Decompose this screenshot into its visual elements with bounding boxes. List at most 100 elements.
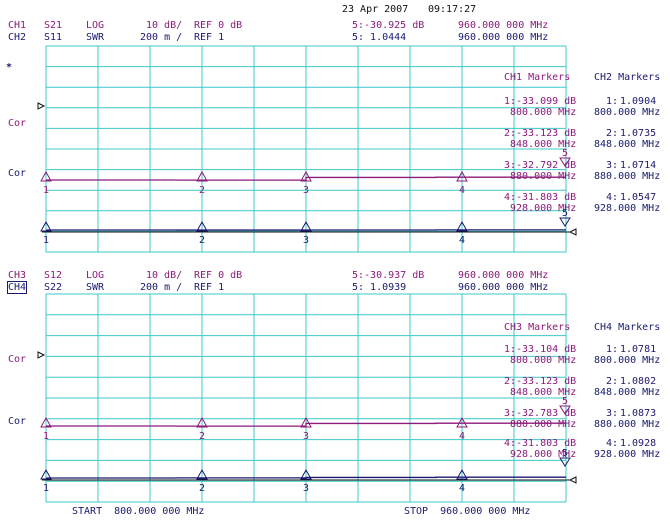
ch2-marker-3-freq: 880.000 MHz: [594, 171, 661, 182]
ch4-label-active[interactable]: CH4: [6, 281, 28, 294]
ch2-label[interactable]: CH2: [8, 32, 27, 43]
marker-triangle: [300, 468, 312, 480]
ch2-marker-4-value: 1.0547: [620, 192, 657, 203]
marker-triangle: [300, 170, 312, 182]
ch4-marker-4-freq: 928.000 MHz: [594, 449, 661, 460]
ch1-marker-3-label: 3:: [504, 160, 517, 171]
marker-triangle: [40, 468, 52, 480]
reference-level-marker-right: [568, 476, 577, 484]
ch3-marker-3-freq: 880.000 MHz: [510, 419, 577, 430]
marker-triangle: [300, 416, 312, 428]
ch1-marker-3-value: -32.792 dB: [516, 160, 577, 171]
trace-channel-a: [46, 422, 566, 427]
trace-channel-b: [46, 476, 566, 479]
ch2-ref: REF 1: [194, 32, 225, 43]
date-label: 23 Apr 2007: [342, 4, 409, 15]
ch1-marker-4-freq: 928.000 MHz: [510, 203, 577, 214]
ch1-marker-2-label: 2:: [504, 128, 517, 139]
marker-number: 3: [303, 235, 309, 246]
ch3-marker-1-freq: 800.000 MHz: [510, 355, 577, 366]
ch2-marker-4-label: 4:: [606, 192, 619, 203]
ch1-correction-label: Cor: [8, 118, 27, 129]
ch4-marker-readout: 5: 1.0939: [352, 282, 407, 293]
ch2-marker-freq: 960.000 000 MHz: [458, 32, 549, 43]
ch4-markers-title: CH4 Markers: [594, 322, 661, 333]
ch1-label[interactable]: CH1: [8, 20, 27, 31]
ch2-marker-2-freq: 848.000 MHz: [594, 139, 661, 150]
ch1-marker-2-freq: 848.000 MHz: [510, 139, 577, 150]
marker-triangle: [196, 468, 208, 480]
marker-number: 5: [562, 208, 568, 219]
ch3-label[interactable]: CH3: [8, 270, 27, 281]
ch4-marker-3-value: 1.0873: [620, 408, 657, 419]
time-label: 09:17:27: [428, 4, 477, 15]
ch2-marker-2-label: 2:: [606, 128, 619, 139]
ch1-markers-title: CH1 Markers: [504, 72, 571, 83]
ch3-ref: REF 0 dB: [194, 270, 243, 281]
ch4-ref: REF 1: [194, 282, 225, 293]
ch1-marker-2-value: -33.123 dB: [516, 128, 577, 139]
ch4-marker-freq: 960.000 000 MHz: [458, 282, 549, 293]
trace-channel-a: [46, 176, 566, 181]
ch3-marker-3-value: -32.783 dB: [516, 408, 577, 419]
marker-number: 1: [43, 431, 49, 442]
ch1-format: LOG: [86, 20, 105, 31]
marker-triangle: [300, 220, 312, 232]
ch3-param: S12: [44, 270, 63, 281]
marker-triangle: [456, 170, 468, 182]
ch2-marker-readout: 5: 1.0444: [352, 32, 407, 43]
marker-number: 5: [562, 448, 568, 459]
ch2-markers-title: CH2 Markers: [594, 72, 661, 83]
ch3-marker-1-label: 1:: [504, 344, 517, 355]
ch4-marker-4-value: 1.0928: [620, 438, 657, 449]
ch3-marker-3-label: 3:: [504, 408, 517, 419]
ch3-marker-2-label: 2:: [504, 376, 517, 387]
ch2-marker-4-freq: 928.000 MHz: [594, 203, 661, 214]
ch2-param: S11: [44, 32, 63, 43]
ch4-marker-2-freq: 848.000 MHz: [594, 387, 661, 398]
ch4-marker-2-label: 2:: [606, 376, 619, 387]
marker-triangle: [40, 416, 52, 428]
marker-number: 3: [303, 431, 309, 442]
marker-triangle: [196, 416, 208, 428]
ch1-param: S21: [44, 20, 63, 31]
marker-number: 2: [199, 431, 205, 442]
marker-5-triangle: [559, 405, 571, 415]
marker-triangle: [40, 170, 52, 182]
ch4-marker-1-label: 1:: [606, 344, 619, 355]
ch2-correction-label: Cor: [8, 168, 27, 179]
ch1-scale: 10 dB/: [146, 20, 183, 31]
ch3-format: LOG: [86, 270, 105, 281]
marker-5-triangle: [559, 157, 571, 167]
marker-triangle: [456, 468, 468, 480]
ch2-scale: 200 m /: [140, 32, 183, 43]
ch3-markers-title: CH3 Markers: [504, 322, 571, 333]
ch1-marker-1-label: 1:: [504, 96, 517, 107]
ch1-marker-4-label: 4:: [504, 192, 517, 203]
marker-triangle: [196, 170, 208, 182]
marker-number: 1: [43, 235, 49, 246]
ch3-marker-1-value: -33.104 dB: [516, 344, 577, 355]
ch2-marker-3-label: 3:: [606, 160, 619, 171]
active-channel-marker: *: [6, 62, 13, 73]
reference-level-marker: [37, 351, 46, 359]
ch1-marker-freq: 960.000 000 MHz: [458, 20, 549, 31]
ch1-marker-4-value: -31.803 dB: [516, 192, 577, 203]
marker-number: 2: [199, 483, 205, 494]
ch4-param: S22: [44, 282, 63, 293]
marker-number: 3: [303, 185, 309, 196]
ch3-scale: 10 dB/: [146, 270, 183, 281]
ch2-marker-1-freq: 800.000 MHz: [594, 107, 661, 118]
marker-number: 4: [459, 483, 465, 494]
ch3-marker-readout: 5:-30.937 dB: [352, 270, 425, 281]
ch4-marker-1-value: 1.0781: [620, 344, 657, 355]
ch3-marker-2-freq: 848.000 MHz: [510, 387, 577, 398]
marker-triangle: [196, 220, 208, 232]
marker-number: 5: [562, 148, 568, 159]
ch2-marker-3-value: 1.0714: [620, 160, 657, 171]
reference-level-marker-right: [568, 228, 577, 236]
marker-number: 5: [562, 396, 568, 407]
marker-number: 2: [199, 185, 205, 196]
marker-number: 3: [303, 483, 309, 494]
